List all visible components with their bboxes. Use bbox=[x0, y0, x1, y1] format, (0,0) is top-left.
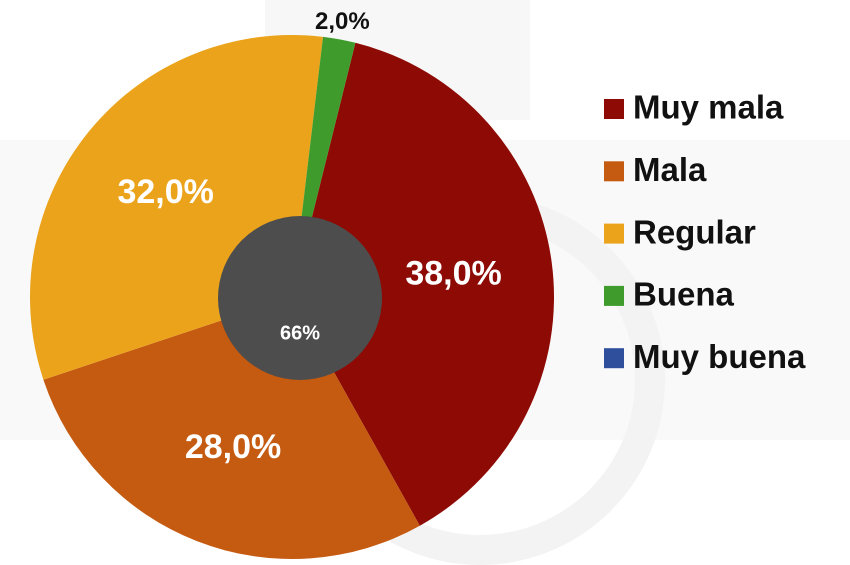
legend-label: Regular bbox=[633, 213, 756, 250]
pie-slice bbox=[292, 42, 554, 526]
legend-swatch bbox=[604, 285, 624, 306]
center-circle bbox=[218, 216, 382, 380]
legend-label: Mala bbox=[633, 151, 707, 188]
legend-label: Buena bbox=[633, 276, 735, 313]
legend-swatch bbox=[604, 99, 624, 119]
data-label: 2,0% bbox=[315, 8, 370, 35]
center-label: 66% bbox=[280, 322, 320, 344]
legend-swatch bbox=[604, 348, 624, 369]
data-label: 32,0% bbox=[117, 173, 213, 211]
data-label: 28,0% bbox=[185, 428, 281, 466]
legend-swatch bbox=[604, 161, 624, 182]
legend-swatch bbox=[604, 223, 624, 244]
legend: Muy mala Mala Regular Buena Muy buena bbox=[604, 89, 806, 375]
data-label: 38,0% bbox=[405, 254, 501, 292]
legend-label: Muy buena bbox=[633, 338, 806, 375]
legend-label: Muy mala bbox=[633, 89, 784, 126]
